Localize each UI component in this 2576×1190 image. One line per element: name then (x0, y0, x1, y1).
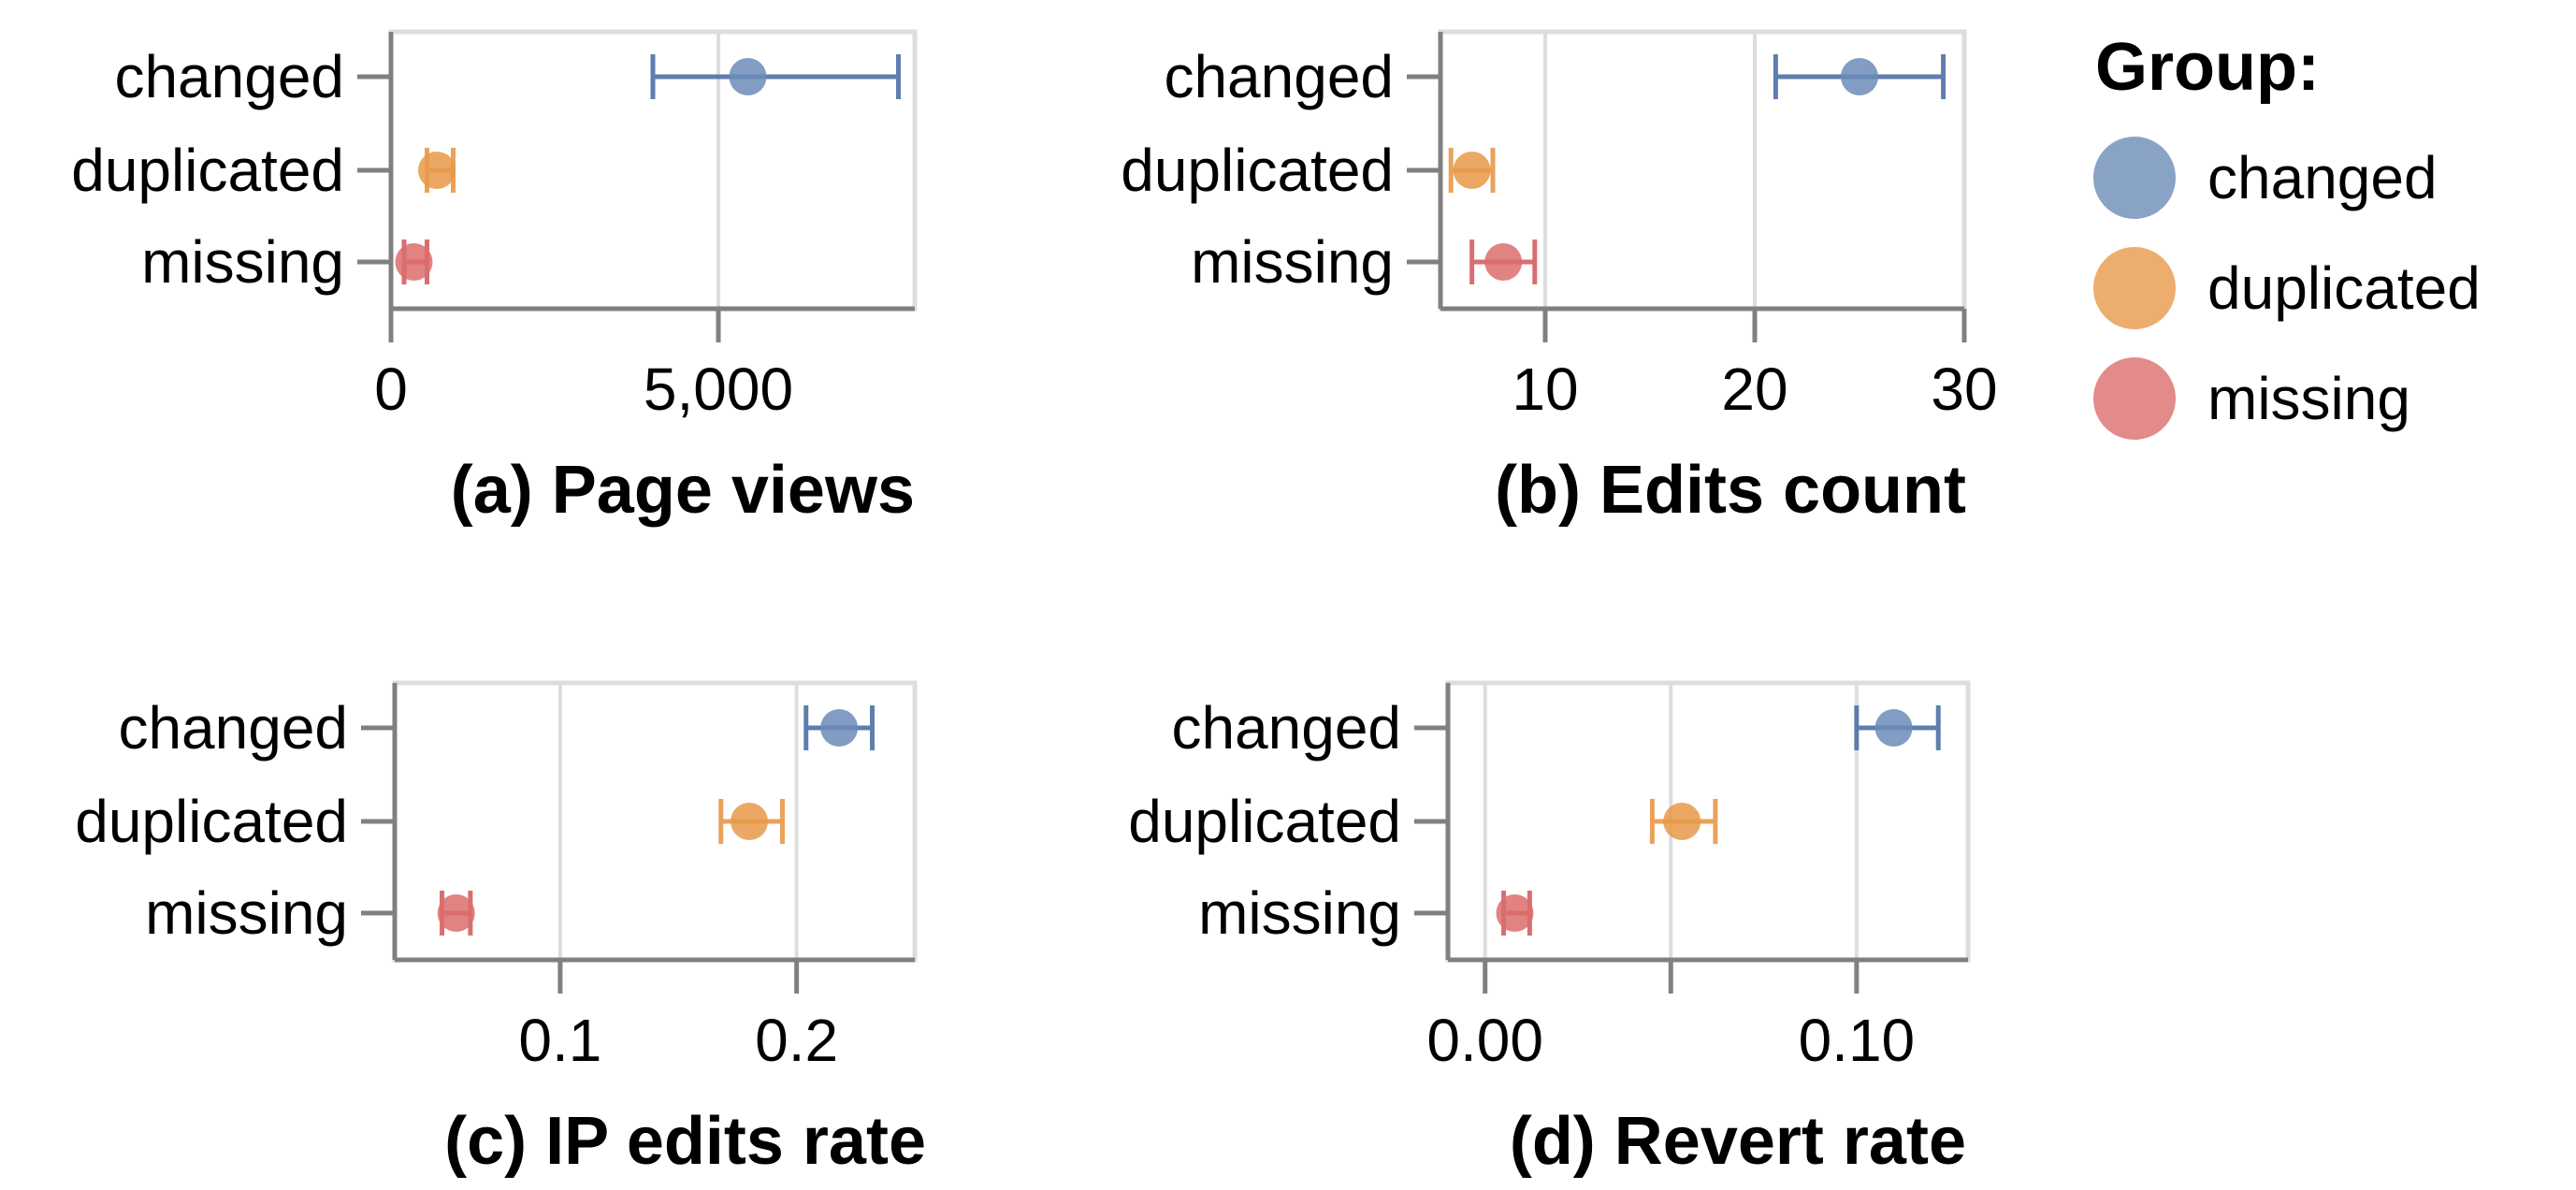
x-tick-label: 0.10 (1799, 1007, 1916, 1074)
panel-title: (d) Revert rate (1510, 1104, 1966, 1179)
point-changed (820, 709, 859, 747)
point-duplicated (418, 152, 456, 189)
legend-label-duplicated: duplicated (2207, 254, 2481, 322)
legend-swatch-changed (2093, 137, 2176, 219)
point-changed (729, 58, 767, 95)
y-tick-label-missing: missing (1198, 879, 1401, 947)
panel-title: (a) Page views (451, 453, 915, 528)
panel-title: (c) IP edits rate (444, 1104, 926, 1179)
legend-title: Group: (2095, 30, 2320, 105)
point-duplicated (1453, 152, 1491, 189)
point-changed (1874, 709, 1913, 747)
panel-title: (b) Edits count (1495, 453, 1966, 528)
point-missing (1496, 894, 1534, 932)
y-tick-label-changed: changed (1164, 43, 1394, 110)
legend-swatch-duplicated (2093, 247, 2176, 329)
x-tick-label: 30 (1931, 356, 1997, 423)
y-tick-label-changed: changed (1171, 694, 1401, 762)
panel-a: 0 5,000 changed duplicated missing (a) Page v… (71, 29, 918, 528)
y-tick-label-changed: changed (118, 694, 348, 762)
error-bar-changed (650, 54, 901, 99)
y-tick-label-missing: missing (145, 879, 348, 947)
x-tick-label: 0 (374, 356, 408, 423)
y-tick-label-duplicated: duplicated (1128, 788, 1401, 855)
point-missing (1484, 243, 1523, 281)
y-tick-label-missing: missing (141, 228, 344, 296)
y-tick-label-duplicated: duplicated (1121, 137, 1394, 204)
legend-label-changed: changed (2207, 144, 2438, 211)
y-tick-label-changed: changed (114, 43, 344, 110)
legend: Group: changed duplicated missing (2093, 30, 2481, 440)
x-tick-label: 10 (1512, 356, 1578, 423)
x-tick-label: 0.00 (1426, 1007, 1543, 1074)
x-tick-label: 0.1 (518, 1007, 601, 1074)
point-missing (395, 243, 433, 281)
legend-swatch-missing (2093, 357, 2176, 440)
y-tick-label-duplicated: duplicated (75, 788, 348, 855)
panel-b: 10 20 30 changed duplicated missing (b) Edits … (1121, 29, 1998, 528)
x-tick-label: 20 (1721, 356, 1787, 423)
x-tick-label: 5,000 (644, 356, 793, 423)
panel-d: 0.00 0.10 changed duplicated missing (d) Reve… (1128, 680, 1971, 1179)
point-changed (1841, 58, 1878, 95)
legend-label-missing: missing (2207, 365, 2410, 432)
point-missing (437, 894, 475, 932)
y-tick-label-duplicated: duplicated (71, 137, 344, 204)
x-tick-label: 0.2 (755, 1007, 838, 1074)
point-duplicated (731, 803, 769, 840)
y-tick-label-missing: missing (1191, 228, 1394, 296)
point-duplicated (1663, 803, 1701, 840)
panel-c: 0.1 0.2 changed duplicated missing (c) IP edi… (75, 680, 926, 1179)
